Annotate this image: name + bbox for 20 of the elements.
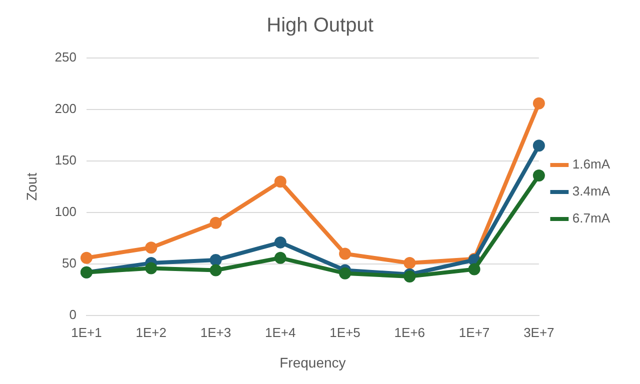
x-tick-label: 1E+7: [458, 324, 490, 340]
legend-label: 6.7mA: [572, 210, 610, 226]
x-tick-label: 1E+5: [330, 324, 360, 340]
y-tick-label: 200: [54, 101, 76, 116]
y-axis-title: Zout: [23, 172, 40, 201]
x-tick-label: 1E+4: [265, 324, 296, 340]
y-tick-label: 100: [54, 204, 76, 220]
x-tick-label: 1E+2: [136, 324, 166, 340]
y-tick-label: 50: [62, 256, 76, 271]
y-tick-label: 250: [54, 50, 76, 65]
legend-label: 1.6mA: [572, 156, 610, 172]
chart-title: High Output: [266, 14, 374, 37]
x-axis-title: Frequency: [280, 354, 346, 370]
legend-label: 3.4mA: [572, 184, 610, 199]
y-tick-label: 150: [54, 152, 76, 168]
y-tick-label: 0: [69, 307, 76, 322]
x-tick-label: 1E+3: [200, 324, 232, 340]
x-tick-label: 3E+7: [524, 324, 554, 340]
x-tick-label: 1E+1: [71, 324, 102, 340]
x-tick-label: 1E+6: [394, 324, 426, 340]
